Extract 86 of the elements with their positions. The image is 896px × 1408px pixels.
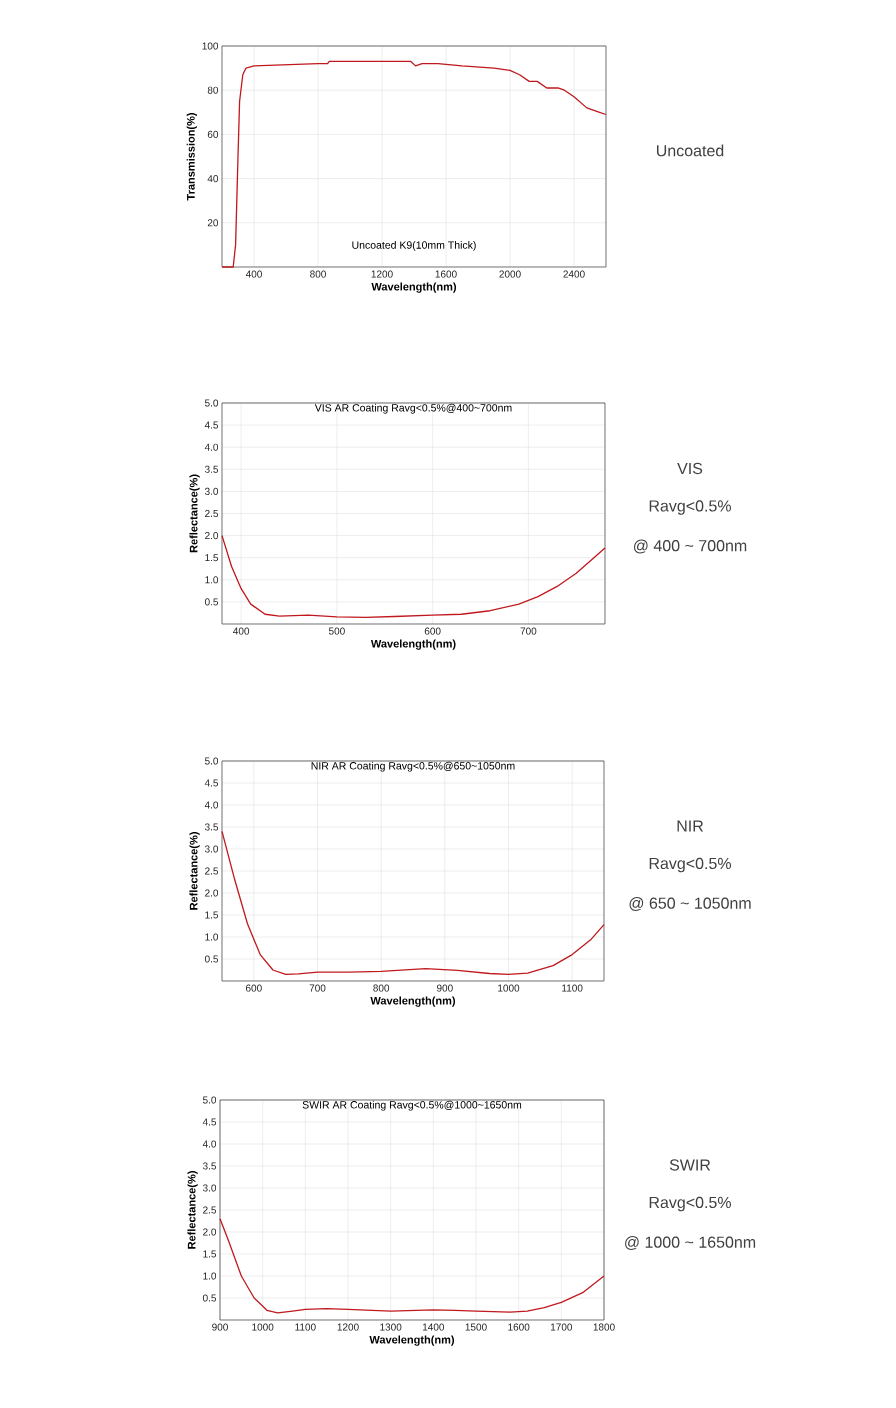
x-tick-label: 600 xyxy=(424,627,441,635)
y-tick-label: 0.5 xyxy=(204,955,219,963)
x-tick-label: 800 xyxy=(310,270,326,278)
text: @ 650 ~ 1050nm xyxy=(629,897,751,911)
y-tick-label: 1.0 xyxy=(205,933,219,941)
text: Ravg<0.5% xyxy=(649,500,731,515)
x-tick-label: 2400 xyxy=(563,270,585,278)
y-tick-label: 4.5 xyxy=(202,1118,217,1126)
y-tick-label: 3.5 xyxy=(204,823,219,831)
x-tick-label: 1600 xyxy=(435,270,457,278)
chart-title: NIR AR Coating Ravg<0.5%@650~1050nm xyxy=(311,761,515,772)
text: Ravg<0.5% xyxy=(649,1196,731,1212)
x-tick-label: 1000 xyxy=(252,1323,274,1331)
x-tick-label: 400 xyxy=(245,270,262,278)
y-tick-label: 0.5 xyxy=(202,1294,217,1302)
y-tick-label: 3.0 xyxy=(204,845,219,853)
y-tick-label: 4.0 xyxy=(204,801,219,809)
y-tick-label: 2.5 xyxy=(205,867,219,875)
y-tick-label: 4.5 xyxy=(204,779,219,787)
x-axis-title: Wavelength(nm) xyxy=(371,282,457,293)
y-tick-label: 5.0 xyxy=(202,1096,217,1104)
text: Uncoated xyxy=(656,144,724,157)
y-tick-label: 2.5 xyxy=(205,509,219,518)
line-series xyxy=(221,830,605,976)
y-tick-label: 3.5 xyxy=(202,1162,217,1170)
text: @ 1000 ~ 1650nm xyxy=(625,1236,756,1250)
x-tick-label: 500 xyxy=(328,627,345,635)
y-tick-label: 0.5 xyxy=(204,598,219,606)
x-tick-label: 1200 xyxy=(337,1323,359,1331)
y-tick-label: 2.5 xyxy=(203,1206,217,1214)
x-tick-label: 1100 xyxy=(295,1323,316,1331)
y-tick-label: 1.5 xyxy=(205,911,219,919)
line-series xyxy=(221,534,606,619)
y-tick-label: 2.0 xyxy=(203,1228,217,1236)
x-tick-label: 2000 xyxy=(499,270,521,278)
x-tick-label: 900 xyxy=(212,1323,228,1331)
text: @ 400 ~ 700nm xyxy=(633,539,747,554)
y-tick-label: 3.0 xyxy=(202,1184,217,1192)
y-axis-title: Reflectance(%) xyxy=(189,832,200,910)
x-tick-label: 1800 xyxy=(593,1323,615,1331)
chart-title: SWIR AR Coating Ravg<0.5%@1000~1650nm xyxy=(302,1100,522,1111)
y-tick-label: 40 xyxy=(207,175,219,183)
y-axis-title: Reflectance(%) xyxy=(189,474,200,553)
x-tick-label: 1100 xyxy=(562,984,583,992)
y-tick-label: 80 xyxy=(207,86,219,94)
chart-title: VIS AR Coating Ravg<0.5%@400~700nm xyxy=(314,403,512,414)
text: Uncoated K9(10mm Thick) xyxy=(352,241,476,251)
y-tick-label: 4.5 xyxy=(204,421,219,429)
x-tick-label: 700 xyxy=(520,627,537,635)
text: SWIR xyxy=(669,1159,711,1171)
y-tick-label: 4.0 xyxy=(204,443,219,451)
text: Ravg<0.5% xyxy=(649,857,731,873)
x-tick-label: 700 xyxy=(309,984,326,992)
x-axis-title: Wavelength(nm) xyxy=(370,639,456,650)
x-tick-label: 400 xyxy=(233,627,250,635)
y-tick-label: 5.0 xyxy=(204,757,219,765)
y-tick-label: 20 xyxy=(207,219,219,227)
y-tick-label: 2.0 xyxy=(205,532,219,540)
y-tick-label: 2.0 xyxy=(205,889,219,897)
y-tick-label: 1.5 xyxy=(205,554,219,562)
x-tick-label: 1300 xyxy=(380,1323,402,1331)
x-tick-label: 600 xyxy=(245,984,262,992)
x-axis-title: Wavelength(nm) xyxy=(369,1335,455,1346)
x-tick-label: 1500 xyxy=(465,1323,487,1331)
y-axis-title: Transmission(%) xyxy=(186,113,197,201)
x-tick-label: 1000 xyxy=(498,984,520,992)
y-tick-label: 3.0 xyxy=(204,487,219,495)
x-axis-title: Wavelength(nm) xyxy=(370,996,456,1007)
y-tick-label: 1.5 xyxy=(203,1250,217,1258)
x-tick-label: 800 xyxy=(373,984,390,992)
x-tick-label: 1200 xyxy=(371,270,393,278)
y-tick-label: 100 xyxy=(202,42,219,50)
y-tick-label: 4.0 xyxy=(202,1140,217,1148)
y-tick-label: 5.0 xyxy=(204,399,219,407)
y-tick-label: 60 xyxy=(207,130,219,138)
x-tick-label: 1600 xyxy=(508,1323,530,1331)
y-tick-label: 3.5 xyxy=(204,465,219,473)
y-axis-title: Reflectance(%) xyxy=(187,1171,198,1249)
x-tick-label: 1700 xyxy=(550,1323,573,1331)
y-tick-label: 1.0 xyxy=(203,1272,217,1280)
y-tick-label: 1.0 xyxy=(205,576,219,584)
x-tick-label: 1400 xyxy=(422,1323,445,1331)
line-series xyxy=(219,1218,605,1314)
text: NIR xyxy=(677,820,704,832)
x-tick-label: 900 xyxy=(436,984,453,992)
text: VIS xyxy=(677,462,703,475)
